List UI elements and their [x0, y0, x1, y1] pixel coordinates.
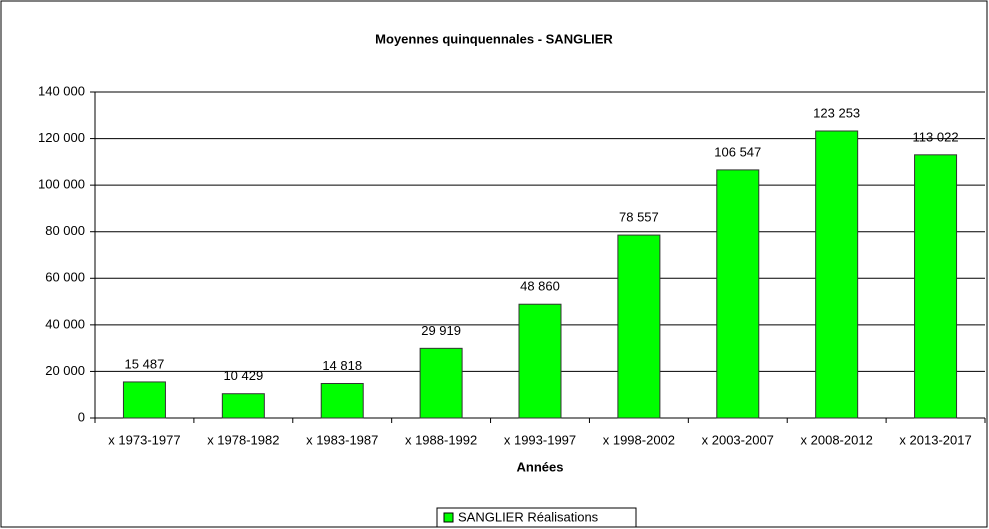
bar — [122, 381, 166, 419]
y-tick-label: 60 000 — [45, 270, 85, 285]
x-tick-label: x 2003-2007 — [702, 432, 774, 447]
bar — [320, 382, 364, 419]
bar — [518, 303, 562, 419]
y-tick-label: 40 000 — [45, 316, 85, 331]
legend-label: SANGLIER Réalisations — [458, 509, 599, 524]
y-tick-label: 140 000 — [38, 83, 85, 98]
bar — [617, 234, 661, 419]
x-tick-label: x 2008-2012 — [801, 432, 873, 447]
x-tick-label: x 1978-1982 — [207, 432, 279, 447]
y-tick-label: 20 000 — [45, 363, 85, 378]
data-label: 78 557 — [619, 210, 659, 225]
bar — [716, 169, 760, 419]
y-tick-label: 0 — [78, 409, 85, 424]
y-tick-label: 100 000 — [38, 177, 85, 192]
legend-box — [436, 507, 637, 528]
bar — [419, 347, 463, 419]
legend-swatch — [443, 512, 454, 523]
bar — [815, 130, 859, 419]
data-label: 106 547 — [714, 144, 761, 159]
data-label: 48 860 — [520, 279, 560, 294]
chart-title: Moyennes quinquennales - SANGLIER — [375, 31, 613, 46]
data-label: 10 429 — [223, 368, 263, 383]
x-tick-label: x 2013-2017 — [899, 432, 971, 447]
bar — [221, 393, 265, 419]
bar — [914, 154, 958, 419]
data-label: 14 818 — [322, 358, 362, 373]
x-tick-label: x 1983-1987 — [306, 432, 378, 447]
x-tick-label: x 1993-1997 — [504, 432, 576, 447]
x-axis-title: Années — [517, 459, 564, 474]
data-label: 123 253 — [813, 105, 860, 120]
y-tick-label: 120 000 — [38, 130, 85, 145]
data-label: 29 919 — [421, 323, 461, 338]
data-label: 113 022 — [913, 129, 959, 144]
data-label: 15 487 — [125, 356, 165, 371]
y-tick-label: 80 000 — [45, 223, 85, 238]
x-tick-label: x 1998-2002 — [603, 432, 675, 447]
x-tick-label: x 1988-1992 — [405, 432, 477, 447]
x-tick-label: x 1973-1977 — [108, 432, 180, 447]
